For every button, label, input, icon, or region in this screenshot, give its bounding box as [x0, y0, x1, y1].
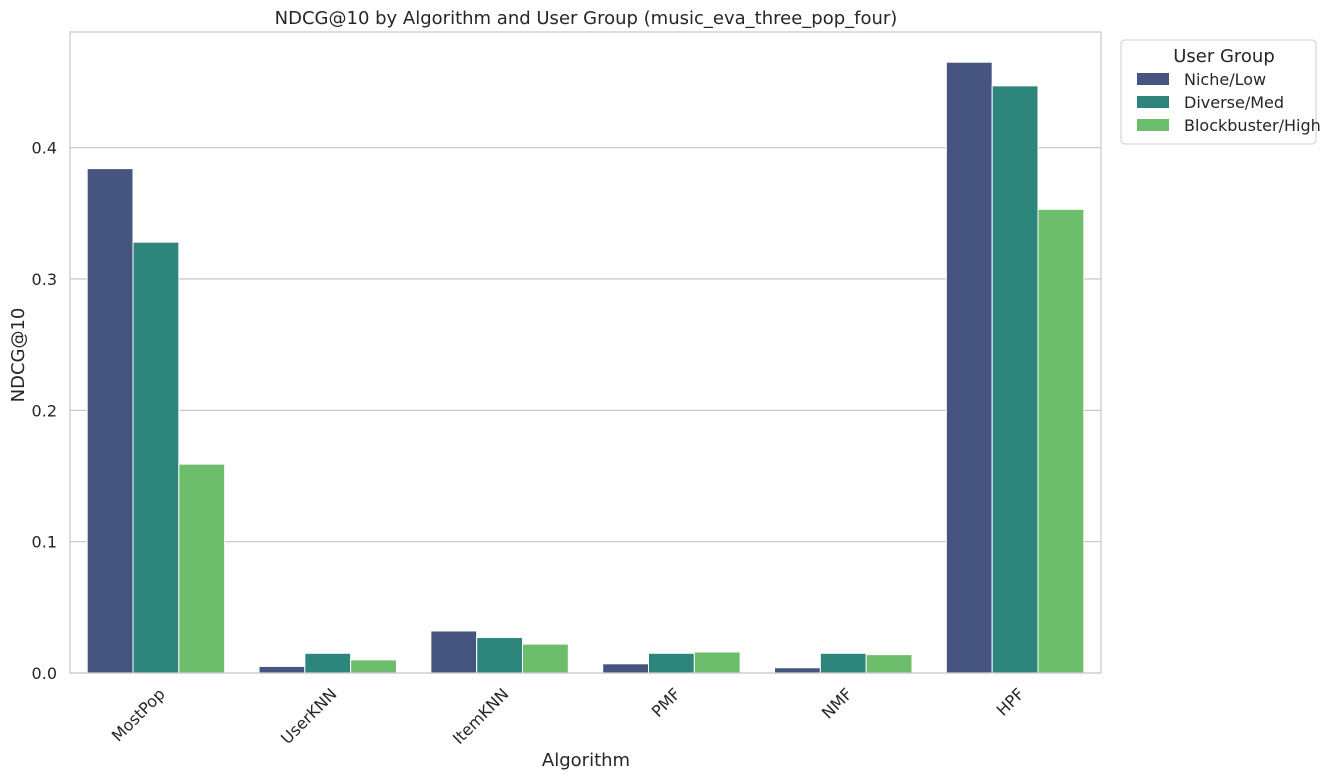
plot-frame — [69, 31, 1102, 674]
bar-nmf-blockbuster-high — [865, 654, 913, 674]
y-axis-title: NDCG@10 — [8, 308, 29, 403]
bar-itemknn-diverse-med — [476, 637, 523, 674]
bar-itemknn-niche-low — [430, 630, 478, 674]
bar-userknn-diverse-med — [304, 652, 352, 674]
y-tick-label: 0.3 — [32, 270, 57, 289]
bar-itemknn-blockbuster-high — [521, 643, 569, 674]
bar-pmf-diverse-med — [648, 652, 695, 674]
bar-hpf-blockbuster-high — [1037, 208, 1085, 674]
bar-userknn-blockbuster-high — [350, 659, 397, 674]
bar-mostpop-blockbuster-high — [178, 463, 226, 674]
bar-pmf-niche-low — [602, 663, 650, 674]
bar-mostpop-diverse-med — [132, 241, 180, 674]
x-tick-label: NMF — [818, 684, 856, 722]
legend-swatch — [1137, 119, 1169, 131]
y-tick-label: 0.0 — [32, 664, 57, 683]
bar-userknn-niche-low — [258, 665, 306, 674]
x-tick-label: UserKNN — [277, 684, 341, 748]
bar-pmf-blockbuster-high — [693, 651, 741, 674]
legend-items: Niche/Low Diverse/Med Blockbuster/High — [1137, 70, 1321, 135]
bar-hpf-niche-low — [945, 61, 993, 674]
x-tick-label: MostPop — [108, 684, 169, 745]
x-axis-title: Algorithm — [542, 750, 630, 771]
x-tick-label: PMF — [648, 684, 685, 721]
bar-mostpop-niche-low — [86, 168, 134, 674]
x-tick-label: HPF — [993, 684, 1028, 719]
y-tick-label: 0.4 — [32, 139, 57, 158]
bar-hpf-diverse-med — [991, 85, 1039, 674]
chart-title: NDCG@10 by Algorithm and User Group (mus… — [275, 8, 898, 29]
legend-swatch — [1137, 96, 1169, 108]
bar-nmf-niche-low — [774, 667, 821, 674]
y-tick-label: 0.2 — [32, 401, 57, 420]
x-axis-ticks: MostPop UserKNN ItemKNN PMF NMF HPF — [108, 684, 1028, 748]
legend-swatch — [1137, 73, 1169, 85]
y-tick-label: 0.1 — [32, 533, 57, 552]
legend-frame — [1120, 39, 1317, 145]
legend-label: Niche/Low — [1184, 70, 1266, 89]
x-tick-label: ItemKNN — [449, 684, 513, 748]
bar-nmf-diverse-med — [819, 652, 867, 674]
y-axis-ticks: 0.0 0.1 0.2 0.3 0.4 — [32, 139, 57, 683]
legend-label: Blockbuster/High — [1184, 116, 1321, 135]
bars — [86, 61, 1085, 674]
legend: User Group Niche/Low Diverse/Med Blockbust… — [1120, 39, 1321, 145]
legend-title: User Group — [1173, 46, 1275, 67]
legend-label: Diverse/Med — [1184, 93, 1284, 112]
